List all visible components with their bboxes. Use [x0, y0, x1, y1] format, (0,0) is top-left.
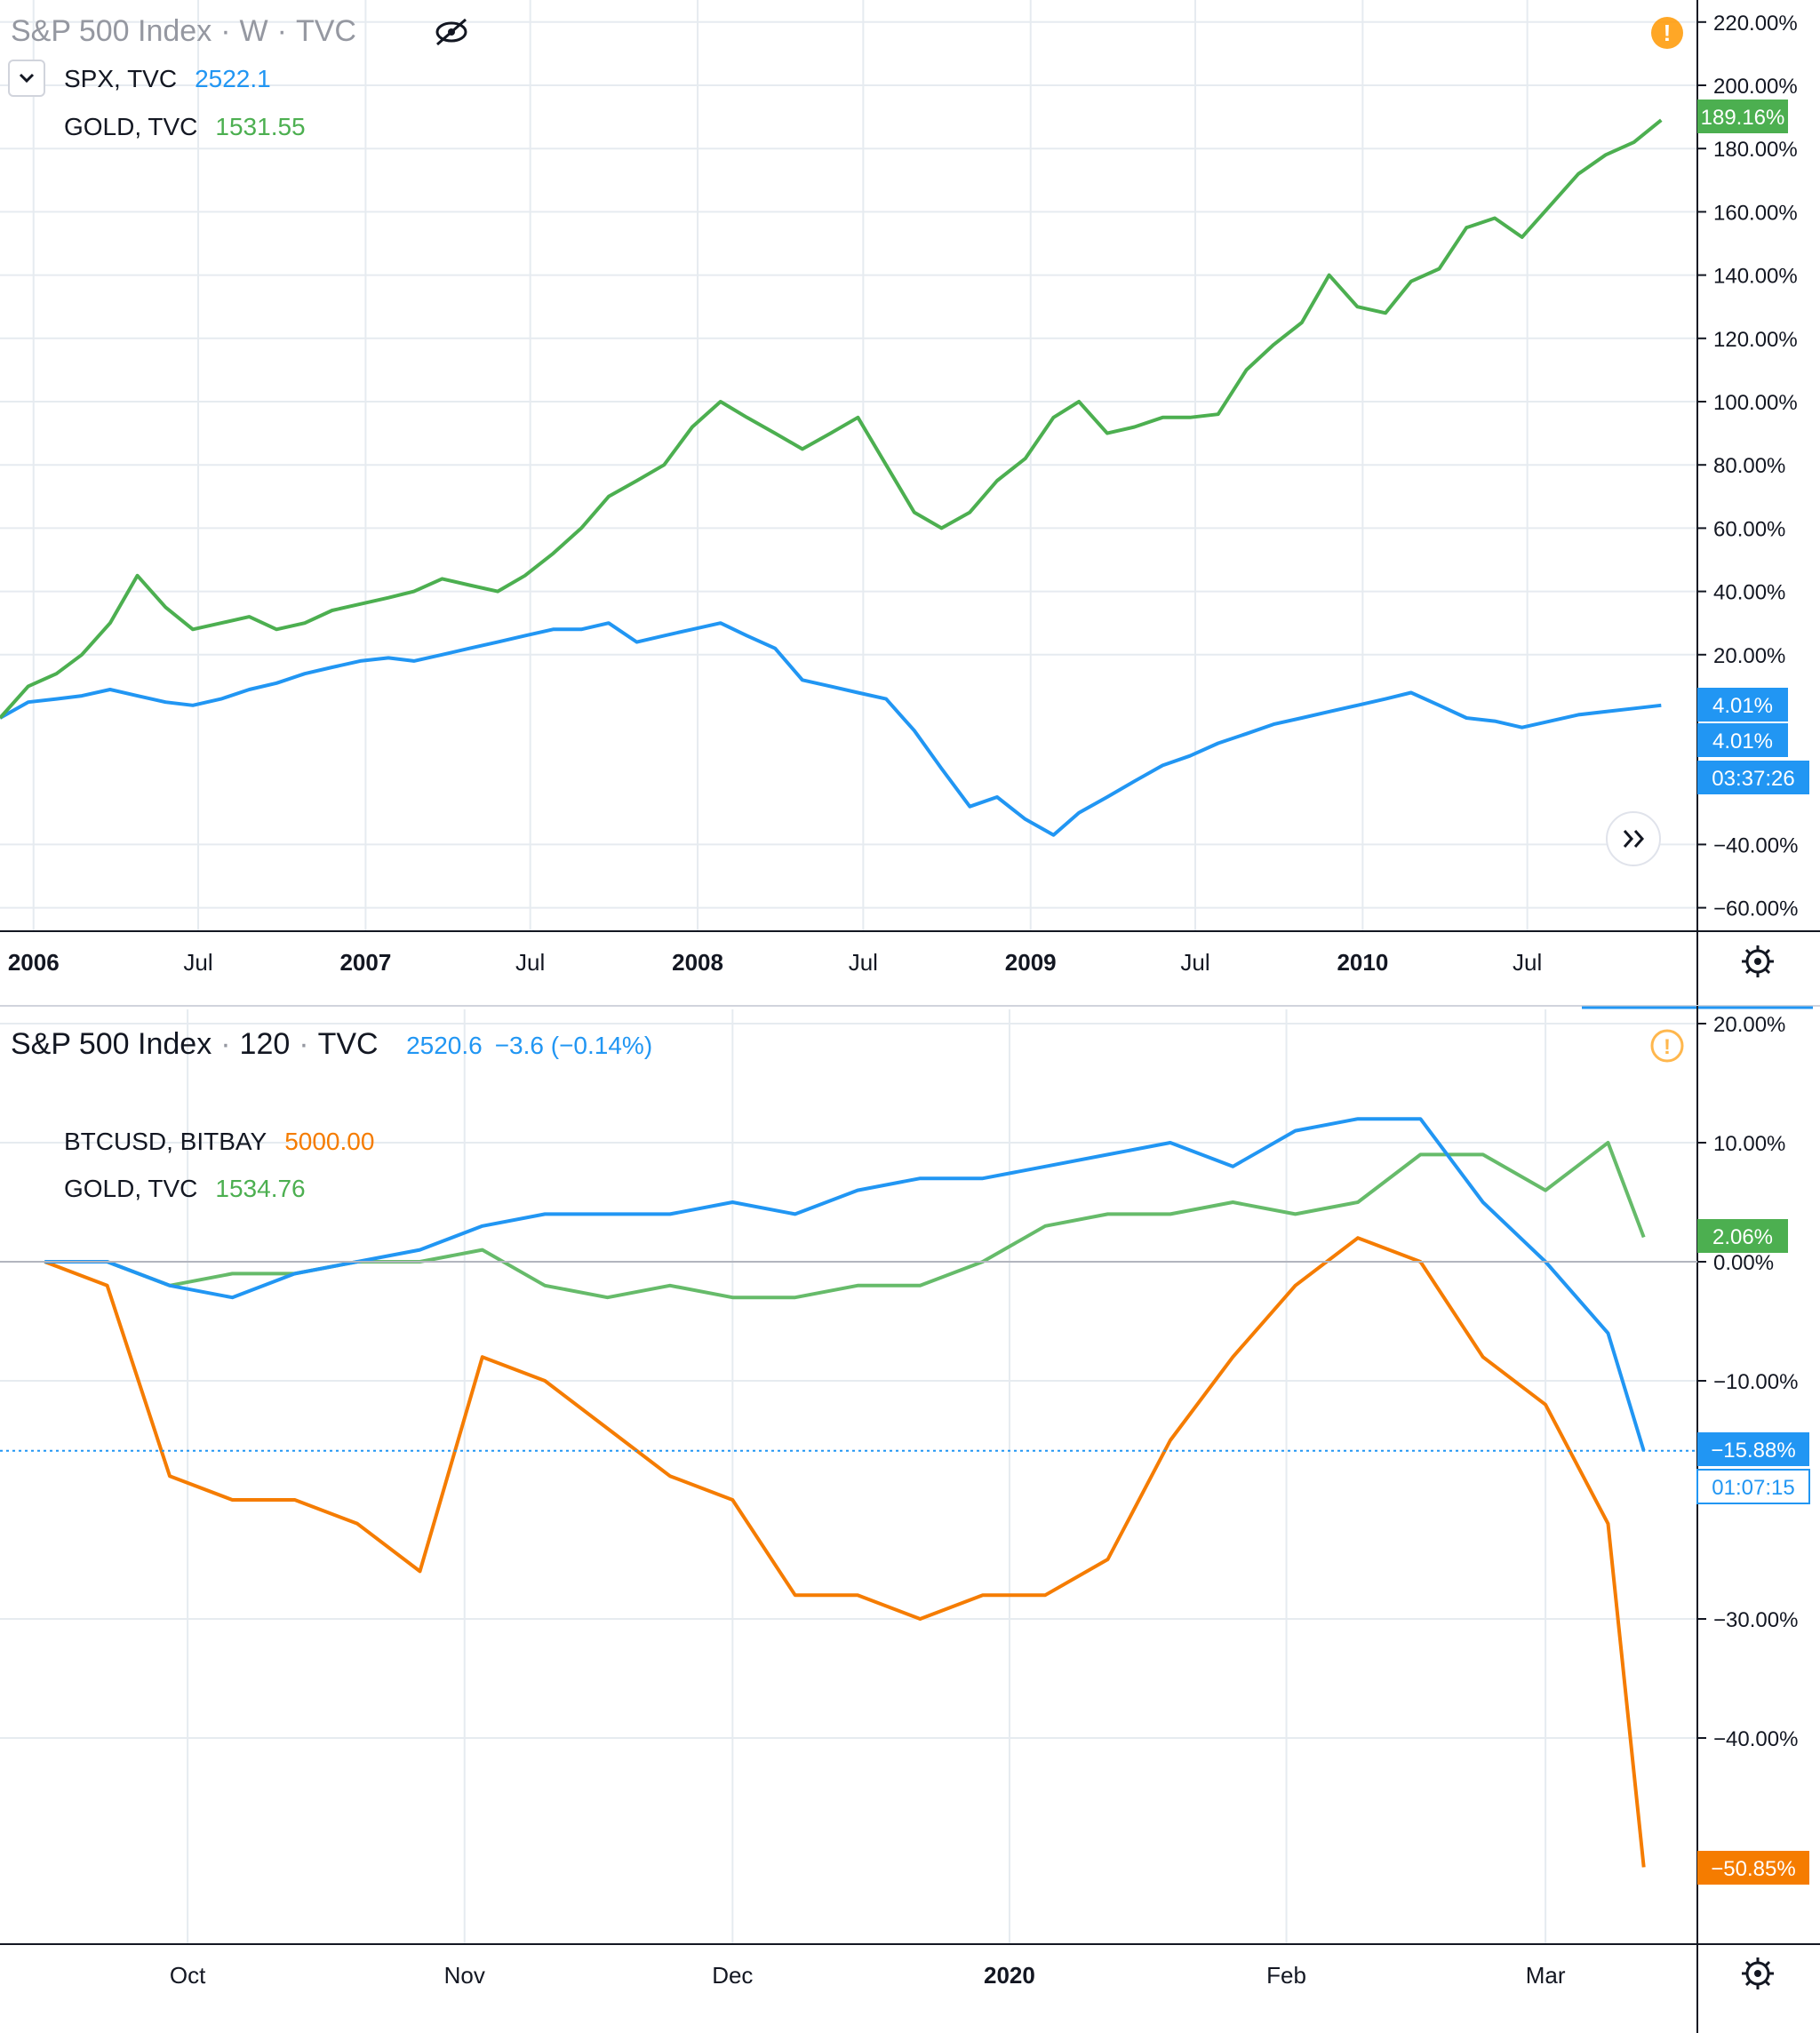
bottom-spx-badge: −15.88% — [1711, 1439, 1795, 1463]
top-price-scale[interactable]: 220.00% 200.00% 180.00% 160.00% 140.00% 120.0… — [1697, 12, 1798, 921]
bottom-spx-change: −3.6 (−0.14%) — [495, 1032, 652, 1059]
settings-gear-icon[interactable] — [1742, 945, 1774, 977]
hide-icon[interactable] — [435, 18, 467, 46]
bottom-legend-gold[interactable]: GOLD, TVC 1534.76 — [64, 1175, 306, 1202]
top-xtick-label: Jul — [515, 949, 545, 976]
bottom-xtick-label: Mar — [1526, 1962, 1566, 1989]
top-ytick-label: 160.00% — [1713, 201, 1798, 225]
bottom-chart-series — [44, 1117, 1646, 1868]
bottom-countdown-badge: 01:07:15 — [1712, 1476, 1794, 1500]
top-legend-spx-value: 2522.1 — [195, 65, 271, 92]
spx-last-badge: 4.01% — [1712, 694, 1773, 718]
bottom-btc-badge-bg — [1697, 1851, 1809, 1885]
top-time-scale[interactable]: 2006 Jul 2007 Jul 2008 Jul 2009 Jul 2010 Jul — [8, 949, 1542, 976]
bottom-legend-gold-name: GOLD, TVC — [64, 1175, 197, 1202]
bottom-ytick-label: 20.00% — [1713, 1013, 1785, 1037]
bottom-header: S&P 500 Index · 120 · TVC 2520.6 −3.6 (−0.14%… — [11, 1027, 1774, 1989]
svg-text:S&P 500 Index·120·TVC: S&P 500 Index · 120 · TVC 2520.6 −3.6 (−0.14%… — [11, 1027, 652, 1061]
top-ytick-label: 180.00% — [1713, 138, 1798, 162]
top-badges: 189.16% 4.01% 4.01% 03:37:26 — [1697, 100, 1809, 794]
bottom-gold-badge: 2.06% — [1712, 1225, 1773, 1249]
bottom-settings-gear-icon[interactable] — [1742, 1957, 1774, 1989]
bottom-legend-btc-value: 5000.00 — [284, 1128, 374, 1155]
top-xtick-label: 2010 — [1337, 949, 1388, 976]
bottom-source: TVC — [318, 1027, 379, 1061]
bottom-spx-value: 2520.6 — [406, 1032, 483, 1059]
bottom-ytick-label: −30.00% — [1713, 1608, 1798, 1632]
top-xtick-label: Jul — [1180, 949, 1209, 976]
bottom-xtick-label: Dec — [712, 1962, 753, 1989]
collapse-legend-button[interactable] — [8, 60, 45, 97]
top-ytick-label: 60.00% — [1713, 517, 1785, 541]
bottom-gold-badge-bg — [1697, 1219, 1788, 1253]
top-xtick-label: Jul — [1513, 949, 1542, 976]
scroll-forward-button[interactable] — [1606, 811, 1661, 866]
top-xtick-label: 2008 — [672, 949, 723, 976]
bottom-ytick-label: 0.00% — [1713, 1251, 1774, 1275]
svg-text:S&P 500 Index·W·TVC: S&P 500 Index · W · TVC — [11, 14, 356, 48]
top-legend-gold-name: GOLD, TVC — [64, 113, 197, 140]
gold-last-badge-bg — [1697, 100, 1788, 133]
top-legend-spx[interactable]: SPX, TVC 2522.1 — [64, 65, 271, 92]
bottom-spx-badge-bg — [1697, 1432, 1809, 1466]
top-source: TVC — [296, 14, 356, 48]
top-xtick-label: 2007 — [339, 949, 391, 976]
bottom-xtick-label: 2020 — [984, 1962, 1035, 1989]
spx-countdown-badge-bg — [1697, 761, 1809, 794]
bottom-legend-btc[interactable]: BTCUSD, BITBAY 5000.00 — [64, 1128, 374, 1155]
bottom-ytick-label: 10.00% — [1713, 1132, 1785, 1156]
bottom-xtick-label: Feb — [1266, 1962, 1306, 1989]
top-xtick-label: Jul — [849, 949, 878, 976]
top-legend-gold-value: 1531.55 — [215, 113, 305, 140]
svg-text:!: ! — [1664, 20, 1672, 46]
top-title[interactable]: S&P 500 Index — [11, 14, 212, 48]
top-ytick-label: −40.00% — [1713, 833, 1798, 857]
top-ytick-label: 80.00% — [1713, 454, 1785, 478]
bottom-legend-btc-name: BTCUSD, BITBAY — [64, 1128, 267, 1155]
top-xtick-label: Jul — [183, 949, 212, 976]
bottom-title[interactable]: S&P 500 Index — [11, 1027, 212, 1061]
top-ytick-label: 100.00% — [1713, 391, 1798, 415]
spx-close-badge-bg — [1697, 723, 1788, 757]
bottom-grid — [0, 1009, 1697, 1944]
bottom-badges: 2.06% −15.88% 01:07:15 −50.85% — [1696, 1219, 1810, 1885]
bottom-xtick-label: Nov — [444, 1962, 485, 1989]
top-grid — [0, 0, 1697, 931]
bottom-countdown-badge-bg — [1696, 1469, 1810, 1504]
bottom-ytick-label: −40.00% — [1713, 1727, 1798, 1751]
top-chart-series — [0, 118, 1663, 837]
spx-close-badge: 4.01% — [1712, 729, 1773, 753]
bottom-time-scale[interactable]: Oct Nov Dec 2020 Feb Mar — [170, 1962, 1566, 1989]
top-legend-gold[interactable]: GOLD, TVC 1531.55 — [64, 113, 306, 140]
top-ytick-label: 220.00% — [1713, 12, 1798, 36]
top-xtick-label: 2009 — [1005, 949, 1057, 976]
bottom-alert-icon[interactable]: ! — [1650, 1029, 1684, 1063]
top-ytick-label: −60.00% — [1713, 897, 1798, 921]
bottom-price-scale[interactable]: 20.00% 10.00% 0.00% −10.00% −30.00% −40.00% — [1697, 1013, 1798, 1751]
scroll-forward-icon — [1623, 830, 1645, 848]
top-ytick-label: 20.00% — [1713, 644, 1785, 668]
bottom-interval[interactable]: 120 — [240, 1027, 291, 1061]
bottom-legend-gold-value: 1534.76 — [215, 1175, 305, 1202]
gold-last-badge: 189.16% — [1701, 106, 1785, 130]
top-ytick-label: 140.00% — [1713, 265, 1798, 289]
bottom-xtick-label: Oct — [170, 1962, 206, 1989]
spx-last-badge-bg — [1697, 688, 1788, 722]
top-ytick-label: 200.00% — [1713, 75, 1798, 99]
top-ytick-label: 40.00% — [1713, 581, 1785, 605]
alert-icon[interactable]: ! — [1651, 17, 1683, 49]
top-legend-spx-name: SPX, TVC — [64, 65, 177, 92]
svg-text:!: ! — [1664, 1035, 1671, 1059]
bottom-btc-badge: −50.85% — [1711, 1857, 1795, 1881]
top-xtick-label: 2006 — [8, 949, 60, 976]
bottom-ytick-label: −10.00% — [1713, 1370, 1798, 1394]
top-header: S&P 500 Index · W · TVC SPX, TVC 2522.1 GOLD,… — [8, 14, 1774, 977]
top-ytick-label: 120.00% — [1713, 328, 1798, 352]
collapse-chevron-icon — [19, 73, 35, 84]
spx-countdown-badge: 03:37:26 — [1712, 767, 1794, 791]
top-interval[interactable]: W — [240, 14, 268, 48]
